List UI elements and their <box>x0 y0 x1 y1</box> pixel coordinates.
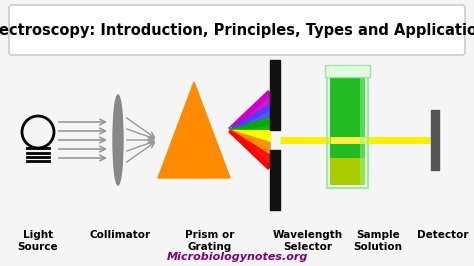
Polygon shape <box>230 130 270 155</box>
Text: Wavelength
Selector: Wavelength Selector <box>273 230 343 252</box>
FancyBboxPatch shape <box>9 5 465 55</box>
Polygon shape <box>230 92 270 130</box>
Polygon shape <box>158 82 230 178</box>
Polygon shape <box>230 117 270 130</box>
Polygon shape <box>230 130 270 168</box>
Bar <box>330 157 365 185</box>
Text: Microbiologynotes.org: Microbiologynotes.org <box>166 252 308 262</box>
Bar <box>360 75 365 185</box>
Ellipse shape <box>113 95 123 185</box>
Text: Prism or
Grating: Prism or Grating <box>185 230 235 252</box>
Bar <box>270 150 280 210</box>
Text: Collimator: Collimator <box>90 230 151 240</box>
Polygon shape <box>230 130 270 143</box>
Bar <box>330 75 365 185</box>
Text: Sample
Solution: Sample Solution <box>354 230 402 252</box>
Text: Detector: Detector <box>417 230 469 240</box>
Bar <box>327 75 368 188</box>
Bar <box>431 110 439 170</box>
Text: Spectroscopy: Introduction, Principles, Types and Applications: Spectroscopy: Introduction, Principles, … <box>0 23 474 38</box>
Text: Light
Source: Light Source <box>18 230 58 252</box>
Bar <box>270 60 280 130</box>
Polygon shape <box>230 105 270 130</box>
Bar <box>325 65 370 77</box>
